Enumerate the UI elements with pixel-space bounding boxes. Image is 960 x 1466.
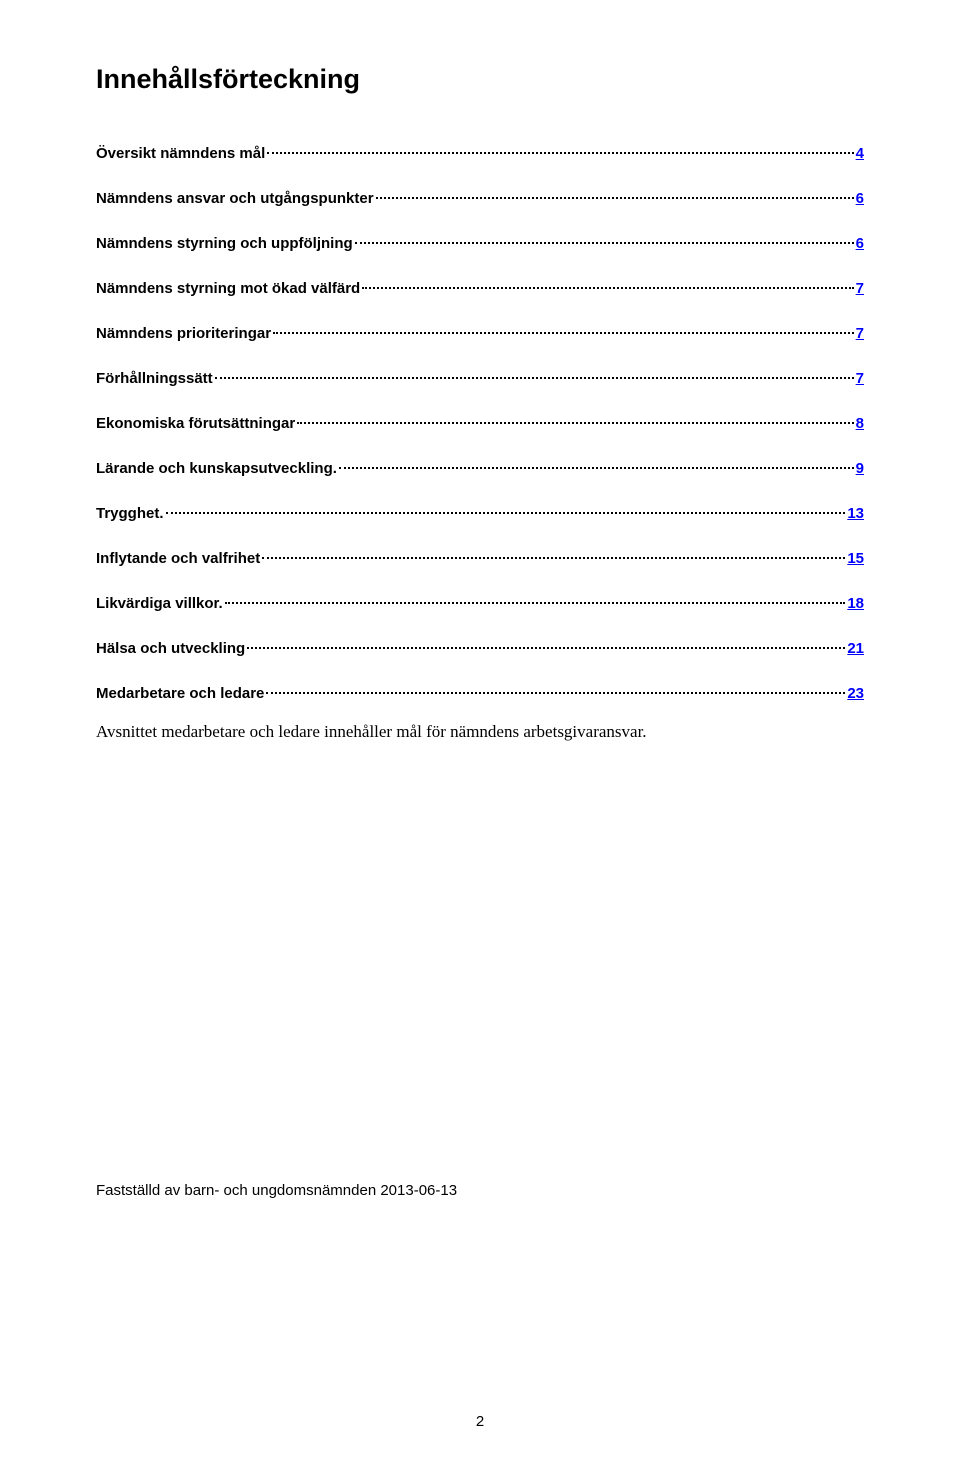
footer-note: Fastställd av barn- och ungdomsnämnden 2… [96, 1182, 864, 1199]
page-number: 2 [0, 1413, 960, 1430]
toc-label: Medarbetare och ledare [96, 685, 264, 702]
toc-leader-dots [362, 278, 853, 293]
toc-page-number[interactable]: 7 [856, 325, 864, 342]
toc-label: Nämndens prioriteringar [96, 325, 271, 342]
toc-leader-dots [273, 323, 854, 338]
toc-leader-dots [267, 143, 853, 158]
toc-row[interactable]: Nämndens styrning mot ökad välfärd 7 [96, 278, 864, 297]
toc-label: Inflytande och valfrihet [96, 550, 260, 567]
toc-leader-dots [266, 683, 845, 698]
toc-leader-dots [376, 188, 854, 203]
toc-leader-dots [225, 593, 846, 608]
toc-page-number[interactable]: 21 [847, 640, 864, 657]
toc-label: Nämndens styrning mot ökad välfärd [96, 280, 360, 297]
table-of-contents: Översikt nämndens mål 4 Nämndens ansvar … [96, 143, 864, 702]
toc-page-number[interactable]: 9 [856, 460, 864, 477]
toc-page-number[interactable]: 7 [856, 280, 864, 297]
toc-page-number[interactable]: 18 [847, 595, 864, 612]
document-page: Innehållsförteckning Översikt nämndens m… [0, 0, 960, 1466]
toc-page-number[interactable]: 4 [856, 145, 864, 162]
toc-leader-dots [297, 413, 853, 428]
toc-label: Nämndens ansvar och utgångspunkter [96, 190, 374, 207]
toc-label: Nämndens styrning och uppföljning [96, 235, 353, 252]
toc-row[interactable]: Trygghet. 13 [96, 503, 864, 522]
toc-label: Förhållningssätt [96, 370, 213, 387]
toc-row[interactable]: Nämndens prioriteringar 7 [96, 323, 864, 342]
toc-row[interactable]: Förhållningssätt 7 [96, 368, 864, 387]
toc-row[interactable]: Lärande och kunskapsutveckling. 9 [96, 458, 864, 477]
toc-row[interactable]: Inflytande och valfrihet 15 [96, 548, 864, 567]
toc-label: Likvärdiga villkor. [96, 595, 223, 612]
toc-page-number[interactable]: 7 [856, 370, 864, 387]
toc-leader-dots [166, 503, 846, 518]
toc-page-number[interactable]: 6 [856, 190, 864, 207]
toc-row[interactable]: Medarbetare och ledare 23 [96, 683, 864, 702]
page-title: Innehållsförteckning [96, 64, 864, 95]
toc-page-number[interactable]: 23 [847, 685, 864, 702]
toc-leader-dots [262, 548, 845, 563]
toc-row[interactable]: Ekonomiska förutsättningar 8 [96, 413, 864, 432]
toc-row[interactable]: Likvärdiga villkor. 18 [96, 593, 864, 612]
toc-label: Hälsa och utveckling [96, 640, 245, 657]
toc-leader-dots [355, 233, 854, 248]
section-note: Avsnittet medarbetare och ledare innehål… [96, 722, 864, 742]
toc-row[interactable]: Hälsa och utveckling 21 [96, 638, 864, 657]
toc-leader-dots [339, 458, 854, 473]
toc-page-number[interactable]: 8 [856, 415, 864, 432]
toc-label: Trygghet. [96, 505, 164, 522]
toc-label: Översikt nämndens mål [96, 145, 265, 162]
toc-label: Ekonomiska förutsättningar [96, 415, 295, 432]
toc-row[interactable]: Nämndens ansvar och utgångspunkter 6 [96, 188, 864, 207]
toc-page-number[interactable]: 13 [847, 505, 864, 522]
toc-leader-dots [247, 638, 845, 653]
toc-page-number[interactable]: 15 [847, 550, 864, 567]
toc-label: Lärande och kunskapsutveckling. [96, 460, 337, 477]
toc-leader-dots [215, 368, 854, 383]
toc-row[interactable]: Översikt nämndens mål 4 [96, 143, 864, 162]
toc-row[interactable]: Nämndens styrning och uppföljning 6 [96, 233, 864, 252]
toc-page-number[interactable]: 6 [856, 235, 864, 252]
